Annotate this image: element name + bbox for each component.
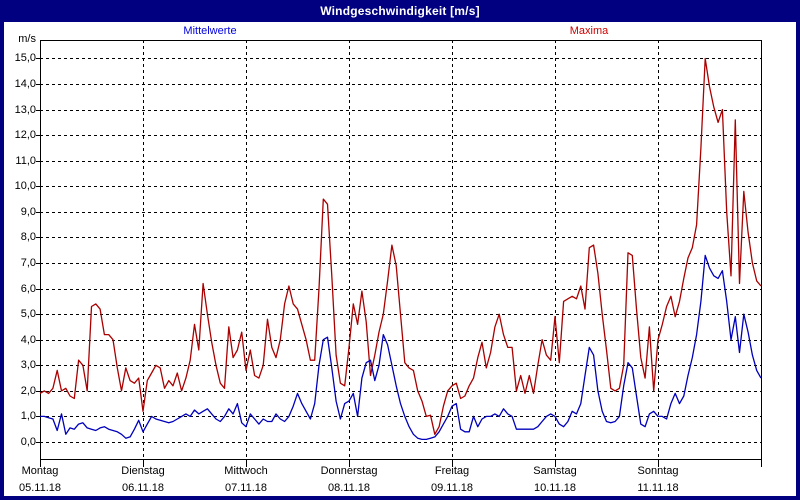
y-tick-label: 5,0 <box>20 308 36 321</box>
x-day-date-label: 05.11.18 <box>18 482 61 494</box>
x-day-date-label: 10.11.18 <box>533 482 576 494</box>
x-day-name-label: Mittwoch <box>224 465 268 477</box>
y-tick-label: 7,0 <box>20 257 36 270</box>
y-tick-label: 13,0 <box>14 103 36 116</box>
x-day-name-label: Dienstag <box>121 465 165 477</box>
x-day-date-label: 06.11.18 <box>121 482 164 494</box>
x-day-name-label: Freitag <box>434 465 470 477</box>
x-day-date-label: 11.11.18 <box>637 482 679 494</box>
y-tick-label: 4,0 <box>20 333 36 346</box>
y-axis-unit-label: m/s <box>18 33 36 45</box>
legend-mean-label: Mittelwerte <box>183 25 237 37</box>
y-tick-label: 1,0 <box>20 410 36 423</box>
y-tick-label: 11,0 <box>15 154 36 167</box>
y-tick-label: 2,0 <box>20 384 36 397</box>
y-tick-label: 10,0 <box>14 180 36 193</box>
maxima-line <box>39 57 762 435</box>
x-day-name-label: Montag <box>21 465 59 477</box>
plot-border <box>40 40 762 460</box>
legend-max-label: Maxima <box>569 25 609 37</box>
y-tick-label: 15,0 <box>14 52 36 65</box>
y-tick-label: 12,0 <box>14 129 36 142</box>
x-day-name-label: Sonntag <box>637 465 679 477</box>
y-tick-label: 0,0 <box>20 436 36 448</box>
window-title: Windgeschwindigkeit [m/s] <box>0 0 800 22</box>
x-day-name-label: Samstag <box>533 465 577 477</box>
plot-svg <box>36 40 762 467</box>
y-tick-label: 6,0 <box>20 282 36 295</box>
chart-area: Mittelwerte Maxima m/s 0,0 1,0 2,0 3,0 4,0 5,… <box>4 22 796 496</box>
y-tick-label: 9,0 <box>20 205 36 218</box>
x-day-date-label: 07.11.18 <box>224 482 267 494</box>
x-day-date-label: 09.11.18 <box>430 482 473 494</box>
x-day-name-label: Donnerstag <box>320 465 378 477</box>
y-tick-label: 14,0 <box>14 78 36 91</box>
x-day-date-label: 08.11.18 <box>327 482 370 494</box>
mittelwerte-line <box>40 254 762 441</box>
y-tick-label: 8,0 <box>20 231 36 244</box>
y-tick-label: 3,0 <box>20 359 36 372</box>
